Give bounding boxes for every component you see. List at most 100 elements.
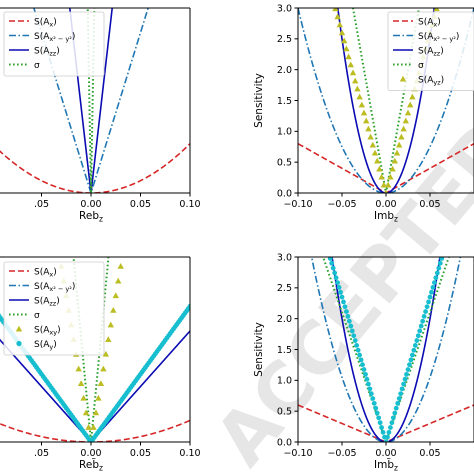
series-s-a-xy--point xyxy=(102,350,110,357)
plot-area xyxy=(0,8,190,193)
series-s-a-zz--line xyxy=(0,330,190,442)
series-s-a-xy--point xyxy=(107,321,114,328)
legend-label: S(Ax) xyxy=(34,17,57,28)
x-tick-label: 0.05 xyxy=(419,448,440,459)
series-s-a-y--point xyxy=(187,303,190,309)
x-tick-label: 0.00 xyxy=(80,199,101,210)
series-s-a-y--point xyxy=(392,410,398,416)
series-s-a-yz--point xyxy=(356,93,363,100)
series-s-a-y--point xyxy=(380,429,386,435)
y-tick-label: 2.5 xyxy=(277,283,292,294)
series-s-a-yz--point xyxy=(398,133,405,140)
series-s-a-y--point xyxy=(336,285,342,290)
legend-label: S(Ax² − y²) xyxy=(34,282,75,293)
y-tick-label: 1.5 xyxy=(277,345,292,356)
series-s-a-y--point xyxy=(393,405,399,411)
legend-label: S(Ax) xyxy=(34,267,57,278)
x-tick-label: −0.10 xyxy=(283,199,312,210)
series-s-a-y--point xyxy=(390,415,396,421)
series-s-a-y--point xyxy=(405,367,411,372)
series-s-a-y--point xyxy=(342,304,348,310)
x-tick-label: .05 xyxy=(34,199,49,210)
series-s-a-y--point xyxy=(332,270,338,276)
x-tick-label: 0.10 xyxy=(179,199,200,210)
series-s-a-yz--point xyxy=(387,173,394,180)
legend-label: σ xyxy=(34,311,40,321)
series-s-a-yz--point xyxy=(391,157,398,164)
series-s-a-y--point xyxy=(326,251,331,256)
y-tick-label: 0.5 xyxy=(277,407,292,418)
series-s-a-y--point xyxy=(374,410,380,416)
series-s-a-yz--point xyxy=(389,165,396,172)
panel-top-right: −0.10 −0.05 0.00 0.05 0.0 0.5 1.0 1.5 2.0 2.5 3.0 I… xyxy=(253,3,474,224)
series-s-a-y--point xyxy=(437,260,443,266)
series-s-a-y--point xyxy=(341,299,346,305)
series-s-a-y--point xyxy=(399,386,405,392)
series-s-a-yz--point xyxy=(404,109,412,116)
series-s-a-yz--point xyxy=(343,45,350,52)
series-s-a-y--point xyxy=(325,246,330,251)
series-s-a-y--point xyxy=(338,289,343,295)
x-tick-label: 0.05 xyxy=(419,199,440,210)
y-axis-label: Sensitivity xyxy=(253,322,265,377)
series-s-a-yz--point xyxy=(332,8,339,12)
series-s-a-xy--point xyxy=(56,248,62,254)
series-s-a-xy--point xyxy=(77,380,85,386)
series-s-a-y--point xyxy=(421,314,427,319)
legend-marker xyxy=(399,75,407,82)
series-s-a-yz--point xyxy=(349,69,357,76)
series-s-a-yz--point xyxy=(385,181,392,188)
x-tick-label: .05 xyxy=(34,448,49,459)
series-s-a-y--point xyxy=(333,275,339,281)
series-s-a-yz--point xyxy=(338,29,346,36)
x-tick-label: −0.05 xyxy=(327,199,356,210)
series-s-a-y--point xyxy=(420,318,426,324)
series-s-a-yz--point xyxy=(345,53,352,60)
series-s-a-y--point xyxy=(415,333,421,339)
series-s-a-y--point xyxy=(388,425,393,430)
series-s-a-y--point xyxy=(434,270,440,276)
series-s-a-xy--point xyxy=(80,394,87,401)
legend-label: S(Ayz) xyxy=(418,75,444,86)
series-s-a-y--point xyxy=(351,333,357,339)
series-s-a-xy--point xyxy=(117,263,124,269)
legend-marker xyxy=(16,340,22,347)
legend: S(Ax) S(Ax² − y²) S(Azz) σ S(Axy) S(Ay) xyxy=(3,261,105,356)
series-s-a-yz--point xyxy=(336,21,343,28)
series-s-a-xy--point xyxy=(110,306,117,313)
series-s-a-y--point xyxy=(371,400,377,406)
legend-label: σ xyxy=(418,61,424,71)
series-s-a-y--point xyxy=(430,285,436,290)
series-s-a-y--point xyxy=(349,328,355,334)
series-s-a-y--point xyxy=(389,420,395,426)
series-s-a-yz--point xyxy=(371,149,379,156)
legend-label: S(Azz) xyxy=(34,46,60,57)
plot-area xyxy=(298,246,474,442)
series-s-a-y--point xyxy=(339,294,345,300)
series-s-a-y--point xyxy=(329,260,335,266)
series-s-a-yz--point xyxy=(360,109,368,116)
series-s-a-yz--point xyxy=(380,181,387,188)
series-s-a-yz--point xyxy=(347,61,354,68)
x-axis-label: Reb̃z xyxy=(79,458,103,472)
y-tick-label: 2.5 xyxy=(277,34,292,45)
series-s-a-yz--point xyxy=(407,101,414,108)
y-axis-label: Sensitivity xyxy=(253,73,265,128)
series-s-a-xy--point xyxy=(115,277,122,284)
legend-label: S(Ax² − y²) xyxy=(34,32,75,43)
series-s-a-xy--point xyxy=(95,394,102,401)
legend-box xyxy=(3,11,105,77)
y-tick-label: 0.0 xyxy=(277,188,292,199)
legend-label: S(Axy) xyxy=(34,325,61,336)
series-s-a-y--point xyxy=(410,352,415,358)
y-tick-label: 3.0 xyxy=(277,252,292,263)
series-s-a-yz--point xyxy=(352,77,359,84)
series-s-a-y--point xyxy=(357,352,362,358)
series-s-a-y--point xyxy=(376,415,382,421)
series-s-a-y--point xyxy=(368,391,374,397)
y-tick-label: 0.5 xyxy=(277,158,292,169)
series-s-a-y--point xyxy=(436,265,442,271)
series-s-a-y--point xyxy=(418,323,424,329)
legend-box xyxy=(387,11,474,91)
